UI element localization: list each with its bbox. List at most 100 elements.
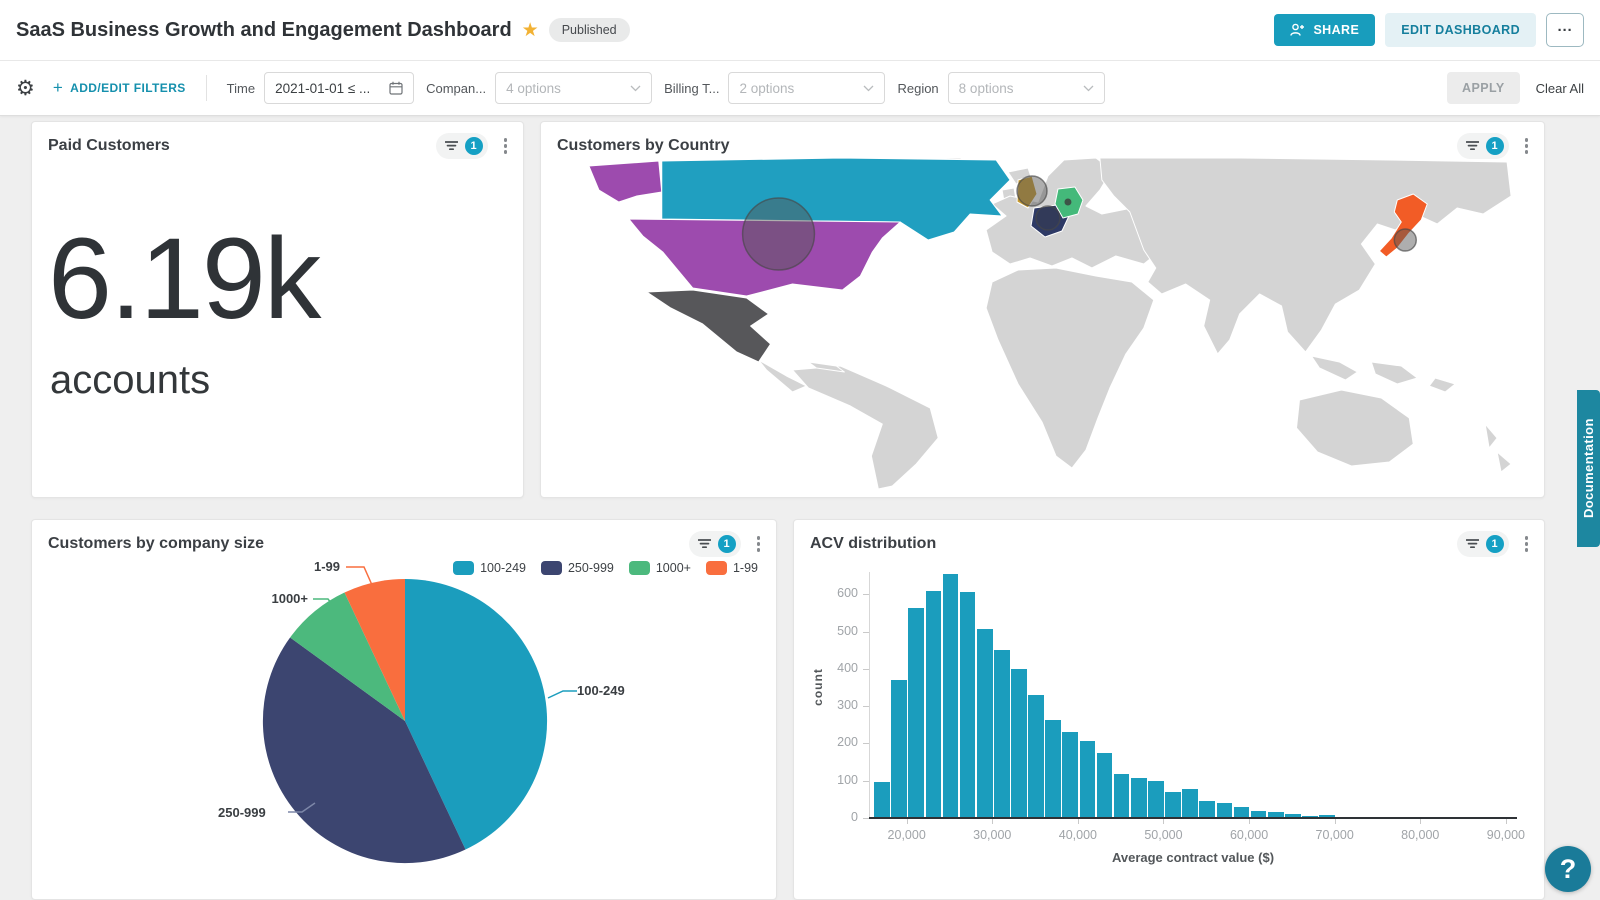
histogram-bar[interactable] [1096,752,1113,818]
filter-settings-gear-icon[interactable]: ⚙ [16,76,35,100]
y-tick-mark [863,743,869,745]
histogram-bar[interactable] [1148,780,1164,818]
histogram-plot[interactable] [869,572,1517,818]
histogram-bar[interactable] [1319,815,1335,818]
chevron-down-icon [864,85,874,91]
histogram-bar[interactable] [1079,740,1096,818]
filter-count-badge: 1 [464,137,483,155]
histogram-bar[interactable] [976,629,993,818]
histogram-bar[interactable] [925,590,942,818]
kebab-menu-icon[interactable] [1521,532,1533,556]
widget-customers-by-country: Customers by Country 1 [540,121,1545,498]
legend-label: 100-249 [480,561,526,575]
add-edit-filters-button[interactable]: + ADD/EDIT FILTERS [53,78,186,98]
filter-funnel-icon [697,539,711,549]
filter-count-badge: 1 [717,535,736,553]
filter-group-billing: Billing T... 2 options [664,72,886,104]
country-mexico[interactable] [646,289,772,363]
documentation-tab[interactable]: Documentation [1577,390,1600,547]
country-japan[interactable] [1378,193,1428,258]
histogram-bar[interactable] [908,608,925,818]
y-tick-label: 500 [837,623,858,638]
x-tick-mark [1334,819,1336,824]
legend-item-100-249[interactable]: 100-249 [453,561,526,575]
histogram-bar[interactable] [1028,695,1044,818]
legend-item-1-99[interactable]: 1-99 [705,561,758,575]
bubble-france [1035,205,1061,231]
pie-slice-1-99[interactable] [344,579,406,721]
histogram-bar[interactable] [942,573,959,818]
histogram-bar[interactable] [1182,788,1198,818]
world-map[interactable] [541,156,1544,493]
legend-swatch [705,561,727,575]
y-tick-label: 0 [851,810,858,824]
time-filter-input[interactable]: 2021-01-01 ≤ ... [264,72,415,104]
help-button[interactable]: ? [1545,846,1591,892]
y-tick-label: 600 [837,586,858,601]
y-tick-mark [863,668,869,670]
histogram-bar[interactable] [1216,803,1233,818]
legend-item-1000+[interactable]: 1000+ [628,561,691,575]
y-tick-mark [863,594,869,596]
histogram-bar[interactable] [1250,810,1267,818]
x-tick-mark [1077,819,1079,824]
y-tick-label: 100 [837,772,858,787]
apply-button[interactable]: APPLY [1447,72,1520,104]
histogram-bar[interactable] [1285,813,1301,818]
filter-label-time: Time [226,80,256,96]
widget-filter-pill[interactable]: 1 [1456,531,1509,557]
widget-filter-pill[interactable]: 1 [688,531,741,557]
edit-dashboard-button[interactable]: EDIT DASHBOARD [1385,13,1536,47]
histogram-bar[interactable] [1045,720,1061,818]
filter-bar: ⚙ + ADD/EDIT FILTERS Time 2021-01-01 ≤ .… [0,61,1600,116]
widget-filter-pill[interactable]: 1 [1456,133,1509,159]
clear-all-button[interactable]: Clear All [1535,80,1584,96]
more-options-button[interactable]: ··· [1546,13,1584,47]
x-tick-mark [1505,819,1507,824]
histogram-bar[interactable] [1199,801,1216,818]
x-tick-label: 80,000 [1401,828,1440,842]
time-filter-value: 2021-01-01 ≤ ... [275,80,371,96]
favorite-star-icon[interactable]: ★ [521,19,539,41]
region-filter-value: 8 options [958,80,1014,96]
x-tick-label: 60,000 [1229,828,1269,842]
pie-chart[interactable] [255,571,555,871]
kebab-menu-icon[interactable] [500,134,512,158]
histogram-bar[interactable] [959,591,976,818]
x-tick-label: 20,000 [887,828,926,842]
country-united-states[interactable] [628,218,901,297]
country-alaska-us-[interactable] [588,160,663,203]
histogram-bar[interactable] [1233,806,1250,818]
company-filter-select[interactable]: 4 options [495,72,653,104]
widget-filter-pill[interactable]: 1 [435,133,488,159]
histogram-bar[interactable] [1062,732,1079,818]
x-tick-mark [1163,819,1165,824]
histogram-bar[interactable] [994,650,1010,818]
region-filter-select[interactable]: 8 options [947,72,1105,104]
pie-slice-100-249[interactable] [405,579,548,850]
share-button[interactable]: SHARE [1274,14,1376,46]
kebab-menu-icon[interactable] [1521,134,1533,158]
pie-slice-1000+[interactable] [290,592,405,722]
histogram-bar[interactable] [891,680,907,818]
histogram-bar[interactable] [1130,778,1147,818]
bubble-united-kingdom [1016,175,1048,207]
y-tick-label: 200 [837,735,858,750]
billing-filter-select[interactable]: 2 options [728,72,886,104]
page-title: SaaS Business Growth and Engagement Dash… [16,18,512,41]
histogram-bar[interactable] [1267,811,1284,818]
histogram-bar[interactable] [1165,791,1181,818]
x-tick-label: 30,000 [973,828,1012,842]
legend-item-250-999[interactable]: 250-999 [540,561,614,575]
histogram-bar[interactable] [874,781,890,818]
widget-customers-by-company-size: Customers by company size 1 100-249 250-9… [31,519,777,900]
histogram-bar[interactable] [1011,668,1027,818]
pie-legend: 100-249 250-999 1000+ 1-99 [453,561,758,575]
histogram-bar[interactable] [1113,774,1130,818]
filter-label-region: Region [897,80,939,96]
share-button-label: SHARE [1313,23,1360,37]
kebab-menu-icon[interactable] [753,532,765,556]
widget-title: Paid Customers [48,137,170,154]
map-countries[interactable] [588,157,1428,363]
legend-label: 250-999 [567,561,614,575]
